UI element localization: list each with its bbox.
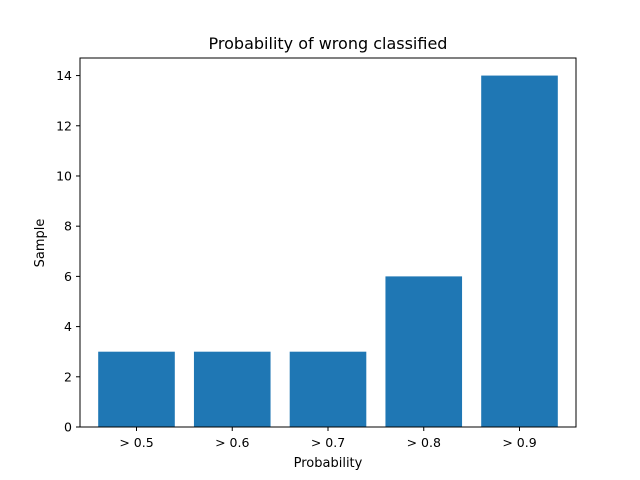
y-axis-label: Sample <box>33 219 48 268</box>
x-tick-label: > 0.6 <box>215 435 249 450</box>
y-tick-label: 2 <box>64 369 72 384</box>
y-tick-label: 10 <box>56 168 72 183</box>
bar <box>385 276 463 427</box>
bar <box>193 351 271 427</box>
y-tick-label: 4 <box>64 319 72 334</box>
y-tick-label: 0 <box>64 420 72 435</box>
y-axis-ticks: 0 2 4 6 8 10 12 14 <box>56 68 80 435</box>
bar <box>98 351 175 427</box>
x-tick-label: > 0.9 <box>502 435 536 450</box>
x-tick-label: > 0.8 <box>407 435 441 450</box>
y-tick-label: 14 <box>56 68 72 83</box>
y-tick-label: 6 <box>64 269 72 284</box>
bars-group <box>98 75 558 428</box>
x-axis-label: Probability <box>294 456 363 471</box>
y-tick-label: 12 <box>56 118 72 133</box>
bar <box>289 351 367 427</box>
bar <box>481 75 558 428</box>
x-tick-label: > 0.7 <box>311 435 345 450</box>
chart-title: Probability of wrong classified <box>209 34 448 53</box>
x-axis-ticks: > 0.5 > 0.6 > 0.7 > 0.8 > 0.9 <box>119 427 537 450</box>
plot-frame <box>79 57 577 428</box>
y-tick-label: 8 <box>64 219 72 234</box>
x-tick-label: > 0.5 <box>119 435 153 450</box>
